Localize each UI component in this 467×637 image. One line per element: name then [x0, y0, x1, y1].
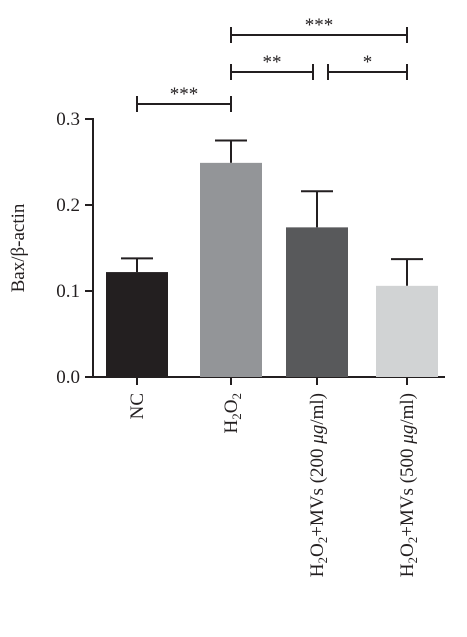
y-tick-label: 0.0: [56, 367, 80, 388]
category-label: H2O2+MVs (200 μg/ml): [307, 393, 330, 577]
bars: [106, 139, 438, 377]
significance-label: ***: [170, 84, 199, 105]
y-tick-label: 0.1: [56, 281, 80, 302]
significance-label: ***: [305, 15, 334, 36]
category-labels: NC H2O2 H2O2+MVs (200 μg/ml) H2O2+MVs (500 …: [127, 393, 420, 577]
significance-label: *: [363, 52, 373, 73]
category-label: NC: [127, 393, 148, 419]
category-label: H2O2: [221, 393, 244, 433]
category-label: H2O2+MVs (500 μg/ml): [397, 393, 420, 577]
y-axis-title: Bax/β-actin: [8, 203, 29, 292]
bar: [286, 227, 348, 377]
significance-label: **: [263, 52, 282, 73]
y-tick-label: 0.3: [56, 109, 80, 130]
bar: [106, 272, 168, 377]
bar: [376, 285, 438, 377]
significance-brackets: ***** ****: [136, 15, 408, 112]
bar: [200, 162, 262, 377]
y-tick-label: 0.2: [56, 195, 80, 216]
